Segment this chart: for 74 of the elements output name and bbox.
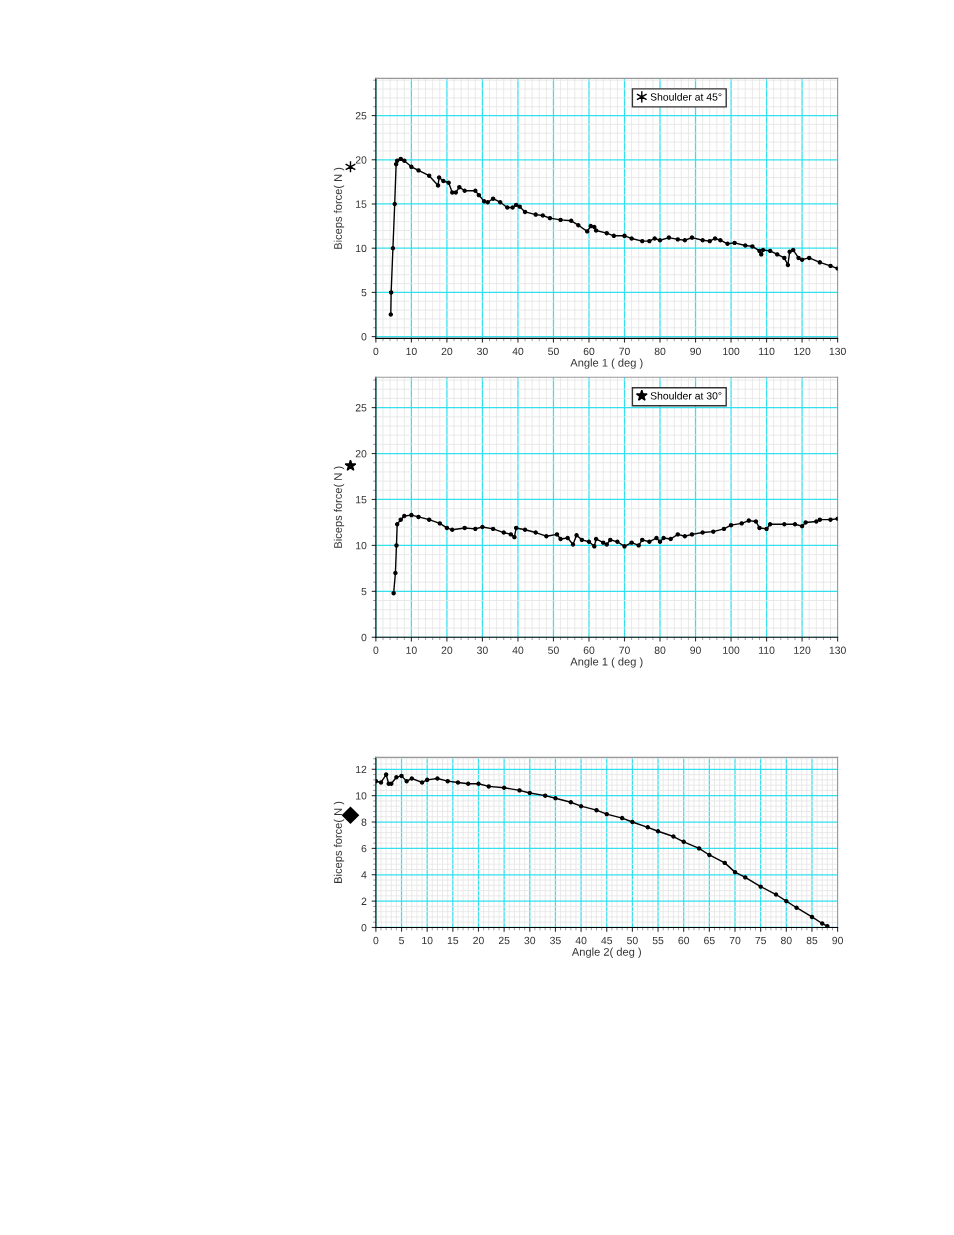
- x-tick-label: 80: [780, 936, 792, 945]
- x-axis-title: Angle 1 ( deg ): [570, 358, 643, 369]
- x-tick-label: 40: [575, 936, 587, 945]
- x-tick-label: 0: [373, 347, 379, 356]
- x-tick-label: 20: [441, 347, 453, 356]
- x-tick-label: 40: [512, 646, 524, 654]
- y-axis-title: Biceps force( N ): [333, 466, 345, 548]
- y-tick-label: 10: [356, 244, 367, 253]
- x-tick-label: 90: [690, 646, 701, 654]
- x-tick-label: 30: [477, 646, 488, 654]
- x-tick-label: 100: [723, 347, 740, 356]
- x-tick-label: 110: [759, 646, 775, 654]
- x-tick-label: 30: [524, 936, 536, 945]
- x-axis-title: Angle 2( deg ): [571, 947, 641, 958]
- x-tick-label: 10: [406, 646, 417, 654]
- x-tick-label: 20: [441, 646, 453, 654]
- y-tick-label: 2: [361, 897, 367, 905]
- x-tick-label: 70: [729, 936, 741, 945]
- x-tick-label: 10: [422, 936, 433, 945]
- x-axis-title: Angle 1 ( deg ): [570, 657, 643, 668]
- x-tick-label: 0: [373, 646, 379, 654]
- y-axis-title: Biceps force( N ): [333, 167, 345, 249]
- x-tick-label: 130: [829, 347, 846, 356]
- y-tick-label: 0: [361, 923, 367, 932]
- x-tick-label: 60: [678, 936, 690, 945]
- x-tick-label: 60: [583, 646, 595, 654]
- x-tick-label: 65: [704, 936, 715, 945]
- y-tick-label: 0: [361, 633, 367, 642]
- x-tick-label: 80: [654, 347, 666, 356]
- x-tick-label: 45: [601, 936, 613, 945]
- x-tick-label: 70: [619, 646, 630, 654]
- x-tick-label: 85: [806, 936, 818, 945]
- x-tick-label: 40: [512, 347, 524, 356]
- y-tick-label: 20: [355, 450, 367, 458]
- x-tick-label: 80: [654, 646, 666, 654]
- y-axis-title: Biceps force( N ): [333, 801, 345, 883]
- x-tick-label: 50: [627, 936, 638, 945]
- legend-label: Shoulder at 45°: [650, 93, 722, 101]
- y-tick-label: 5: [361, 587, 367, 596]
- x-tick-label: 25: [498, 936, 510, 945]
- y-tick-label: 20: [355, 156, 367, 164]
- x-tick-label: 15: [447, 936, 459, 945]
- y-tick-label: 0: [361, 333, 367, 341]
- x-tick-label: 100: [723, 646, 740, 654]
- y-tick-label: 25: [355, 404, 367, 412]
- y-tick-label: 4: [361, 871, 367, 879]
- x-tick-label: 0: [373, 936, 379, 945]
- y-tick-label: 15: [356, 200, 367, 208]
- x-tick-label: 70: [619, 347, 630, 356]
- y-tick-label: 15: [356, 496, 367, 504]
- x-tick-label: 35: [550, 936, 561, 945]
- x-tick-label: 130: [829, 646, 846, 654]
- x-tick-label: 60: [583, 347, 595, 356]
- y-tick-label: 25: [355, 112, 367, 120]
- x-tick-label: 55: [652, 936, 664, 945]
- x-tick-label: 90: [832, 936, 843, 945]
- y-tick-label: 10: [356, 541, 367, 550]
- x-tick-label: 90: [690, 347, 701, 356]
- x-tick-label: 120: [794, 347, 811, 356]
- x-tick-label: 30: [477, 347, 488, 356]
- x-tick-label: 10: [406, 347, 417, 356]
- x-tick-label: 50: [548, 347, 559, 356]
- x-tick-label: 110: [759, 347, 775, 356]
- x-tick-label: 120: [794, 646, 811, 654]
- y-tick-label: 6: [361, 844, 367, 853]
- y-tick-label: 5: [361, 289, 367, 297]
- x-tick-label: 50: [548, 646, 559, 654]
- legend-label: Shoulder at 30°: [650, 391, 722, 400]
- y-tick-label: 10: [356, 792, 367, 800]
- x-tick-label: 5: [399, 936, 404, 945]
- x-tick-label: 75: [755, 936, 767, 945]
- x-tick-label: 20: [473, 936, 484, 945]
- y-tick-label: 12: [356, 765, 367, 774]
- y-tick-label: 8: [361, 818, 367, 826]
